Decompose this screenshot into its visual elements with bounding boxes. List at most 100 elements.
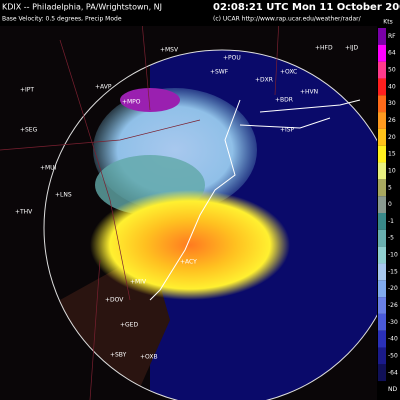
legend-swatch bbox=[378, 95, 386, 113]
legend-label: 40 bbox=[388, 83, 396, 90]
legend-label: RF bbox=[388, 33, 396, 40]
legend-label: -15 bbox=[388, 268, 398, 275]
legend-swatch bbox=[378, 78, 386, 96]
place-marker: + bbox=[255, 77, 260, 84]
legend-label: 30 bbox=[388, 100, 396, 107]
place-label: MIV bbox=[135, 279, 147, 286]
legend-label: -10 bbox=[388, 252, 398, 259]
legend-unit: Kts bbox=[383, 19, 392, 26]
place-label: IPT bbox=[25, 87, 34, 94]
borders bbox=[0, 0, 281, 400]
place-marker: + bbox=[20, 127, 25, 134]
place-marker: + bbox=[160, 47, 165, 54]
place-marker: + bbox=[122, 99, 127, 106]
place-marker: + bbox=[300, 89, 305, 96]
place-label: MUI bbox=[45, 165, 57, 172]
place-marker: + bbox=[130, 279, 135, 286]
place-marker: + bbox=[20, 87, 25, 94]
legend-label: ND bbox=[388, 386, 397, 393]
legend-label: 64 bbox=[388, 50, 396, 57]
place-label: HVN bbox=[305, 89, 318, 96]
product: Base Velocity: 0.5 degrees, Precip Mode bbox=[2, 16, 122, 23]
place-marker: + bbox=[95, 84, 100, 91]
place-label: SWF bbox=[215, 69, 229, 76]
legend-label: -50 bbox=[388, 352, 398, 359]
place-marker: + bbox=[15, 209, 20, 216]
place-marker: + bbox=[110, 352, 115, 359]
outbound-echo bbox=[90, 190, 290, 300]
legend-label: 10 bbox=[388, 167, 396, 174]
legend-label: -26 bbox=[388, 302, 398, 309]
legend-swatch bbox=[378, 112, 386, 129]
rf-echo bbox=[120, 88, 180, 112]
place-label: IJD bbox=[350, 45, 359, 52]
place-marker: + bbox=[210, 69, 215, 76]
legend-label: 20 bbox=[388, 134, 396, 141]
place-label: ACY bbox=[185, 259, 197, 266]
legend-swatch bbox=[378, 330, 386, 348]
place-marker: + bbox=[105, 297, 110, 304]
legend-swatch bbox=[378, 44, 386, 62]
place-label: DOV bbox=[110, 297, 124, 304]
legend-swatch bbox=[378, 381, 386, 398]
legend-label: 26 bbox=[388, 117, 396, 124]
place-marker: + bbox=[345, 45, 350, 52]
place-marker: + bbox=[280, 127, 285, 134]
time: 02:08:21 UTC Mon 11 October 2004 bbox=[213, 2, 400, 13]
place-marker: + bbox=[40, 165, 45, 172]
legend-swatch bbox=[378, 364, 386, 382]
legend-label: -40 bbox=[388, 336, 398, 343]
legend-swatch bbox=[378, 162, 386, 180]
place-label: OXC bbox=[285, 69, 297, 76]
place-marker: + bbox=[223, 55, 228, 62]
place-marker: + bbox=[55, 192, 60, 199]
place-label: HFD bbox=[320, 45, 333, 52]
legend-swatch bbox=[378, 145, 386, 163]
legend-swatch bbox=[378, 196, 386, 213]
place-label: MSV bbox=[165, 47, 179, 54]
place-label: MPO bbox=[127, 99, 141, 106]
range-ring bbox=[43, 49, 400, 400]
legend-label: 0 bbox=[388, 201, 392, 208]
legend-swatch bbox=[378, 229, 386, 247]
place-label: LNS bbox=[60, 192, 72, 199]
legend-swatch bbox=[378, 263, 386, 281]
credit: (c) UCAR http://www.rap.ucar.edu/weather… bbox=[213, 16, 362, 23]
legend-label: -1 bbox=[388, 218, 394, 225]
place-label: AVP bbox=[100, 84, 112, 91]
place-label: ISP bbox=[285, 127, 295, 134]
place-label: SEG bbox=[25, 127, 38, 134]
legend-swatch bbox=[378, 179, 386, 197]
place-label: BDR bbox=[280, 97, 293, 104]
legend-swatch bbox=[378, 246, 386, 264]
station: KDIX -- Philadelphia, PA/Wrightstown, NJ bbox=[2, 3, 162, 12]
place-label: POU bbox=[228, 55, 241, 62]
legend-swatch bbox=[378, 347, 386, 365]
place-label: OXB bbox=[145, 354, 158, 361]
place-label: THV bbox=[19, 209, 33, 216]
place-marker: + bbox=[140, 354, 145, 361]
place-label: DXR bbox=[260, 77, 273, 84]
legend-label: 50 bbox=[388, 67, 396, 74]
legend-swatch bbox=[378, 128, 386, 146]
legend-label: -30 bbox=[388, 319, 398, 326]
coastline bbox=[149, 99, 361, 301]
legend-swatch bbox=[378, 28, 386, 45]
place-marker: + bbox=[120, 322, 125, 329]
legend-swatch bbox=[378, 61, 386, 79]
legend-swatch bbox=[378, 297, 386, 314]
legend-label: -64 bbox=[388, 369, 398, 376]
legend-label: -20 bbox=[388, 285, 398, 292]
legend-swatch bbox=[378, 213, 386, 230]
legend-label: 15 bbox=[388, 151, 396, 158]
place-marker: + bbox=[275, 97, 280, 104]
place-label: SBY bbox=[115, 352, 127, 359]
legend-swatch bbox=[378, 280, 386, 298]
place-label: GED bbox=[125, 322, 138, 329]
legend-label: 5 bbox=[388, 184, 392, 191]
header-bar bbox=[0, 0, 400, 26]
place-marker: + bbox=[315, 45, 320, 52]
place-marker: + bbox=[180, 259, 185, 266]
place-marker: + bbox=[280, 69, 285, 76]
